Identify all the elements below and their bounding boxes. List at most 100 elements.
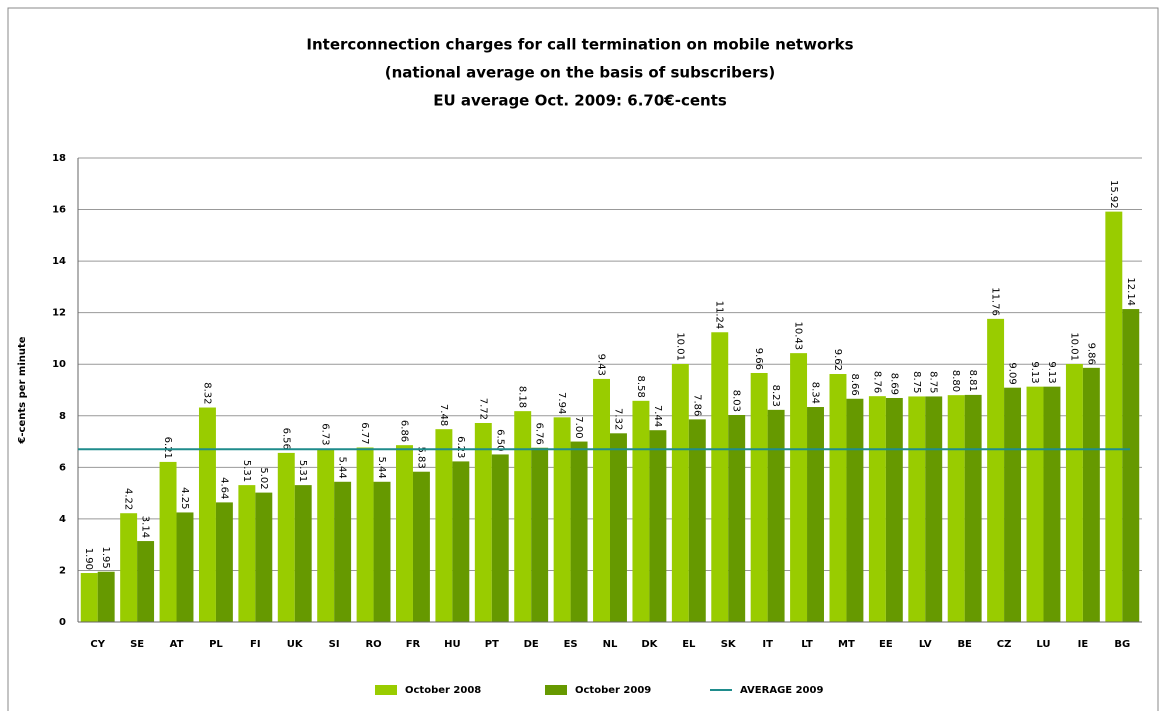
bar bbox=[885, 397, 903, 622]
data-label: 8.75 bbox=[911, 371, 922, 393]
bar bbox=[452, 461, 470, 622]
data-label: 9.43 bbox=[596, 354, 607, 376]
bar bbox=[1082, 367, 1100, 622]
data-label: 9.09 bbox=[1007, 362, 1018, 384]
x-tick-label: AT bbox=[170, 639, 184, 650]
data-label: 8.23 bbox=[770, 385, 781, 407]
bar bbox=[1004, 387, 1022, 622]
x-tick-label: FI bbox=[250, 639, 261, 650]
y-tick-label: 4 bbox=[59, 514, 66, 525]
x-tick-label: BG bbox=[1114, 639, 1130, 650]
y-tick-label: 10 bbox=[52, 359, 66, 370]
bar bbox=[671, 363, 689, 622]
bar bbox=[829, 374, 847, 622]
bar bbox=[610, 433, 627, 622]
data-label: 6.73 bbox=[320, 423, 331, 445]
x-tick-label: BE bbox=[957, 639, 972, 650]
data-label: 9.13 bbox=[1046, 361, 1057, 383]
x-tick-label: MT bbox=[838, 639, 855, 650]
x-tick-label: UK bbox=[287, 639, 304, 650]
bar bbox=[790, 353, 808, 622]
data-label: 1.95 bbox=[100, 546, 111, 568]
bar bbox=[1105, 211, 1123, 622]
x-tick-label: HU bbox=[444, 639, 461, 650]
x-tick-label: RO bbox=[365, 639, 381, 650]
bar bbox=[728, 415, 746, 622]
chart-title: Interconnection charges for call termina… bbox=[306, 36, 853, 54]
data-label: 8.81 bbox=[967, 370, 978, 392]
bar bbox=[531, 447, 549, 622]
bar bbox=[294, 485, 312, 622]
y-tick-label: 12 bbox=[52, 308, 66, 319]
x-tick-label: LU bbox=[1036, 639, 1050, 650]
x-tick-label: CY bbox=[90, 639, 105, 650]
bar bbox=[632, 400, 650, 622]
x-tick-label: NL bbox=[603, 639, 618, 650]
data-label: 6.21 bbox=[162, 437, 173, 459]
legend-label: October 2009 bbox=[575, 685, 651, 696]
bar bbox=[649, 430, 667, 622]
x-tick-label: SE bbox=[130, 639, 144, 650]
x-tick-label: CZ bbox=[997, 639, 1012, 650]
data-label: 7.44 bbox=[652, 405, 663, 427]
data-label: 9.66 bbox=[753, 348, 764, 370]
bar bbox=[964, 394, 982, 622]
x-tick-label: EE bbox=[879, 639, 893, 650]
data-label: 4.64 bbox=[218, 477, 229, 499]
bar bbox=[767, 409, 785, 622]
bar bbox=[80, 573, 98, 622]
data-label: 5.44 bbox=[376, 457, 387, 479]
data-label: 3.14 bbox=[140, 516, 151, 538]
bar bbox=[491, 454, 509, 622]
bar bbox=[1122, 309, 1140, 622]
bar bbox=[474, 422, 492, 622]
legend-label: October 2008 bbox=[405, 685, 481, 696]
bar bbox=[277, 452, 295, 622]
data-label: 10.01 bbox=[674, 332, 685, 361]
bar bbox=[868, 396, 886, 622]
chart-title: EU average Oct. 2009: 6.70€-cents bbox=[433, 92, 727, 110]
bar bbox=[159, 461, 177, 622]
x-tick-label: LV bbox=[919, 639, 932, 650]
data-label: 9.86 bbox=[1085, 343, 1096, 365]
bar bbox=[215, 502, 233, 622]
y-tick-label: 8 bbox=[59, 411, 66, 422]
data-label: 8.03 bbox=[731, 390, 742, 412]
bar bbox=[435, 429, 453, 622]
data-label: 8.75 bbox=[928, 371, 939, 393]
y-axis-label: €-cents per minute bbox=[17, 336, 28, 444]
data-label: 5.31 bbox=[241, 460, 252, 482]
data-label: 4.25 bbox=[179, 487, 190, 509]
y-tick-label: 0 bbox=[59, 617, 66, 628]
data-label: 4.22 bbox=[123, 488, 134, 510]
bar bbox=[1043, 386, 1061, 622]
data-label: 8.76 bbox=[871, 371, 882, 393]
x-tick-label: SI bbox=[329, 639, 340, 650]
data-label: 8.69 bbox=[888, 373, 899, 395]
bar bbox=[373, 481, 391, 622]
bar bbox=[987, 318, 1005, 622]
data-label: 5.83 bbox=[415, 446, 426, 468]
bar bbox=[846, 398, 864, 622]
bar bbox=[255, 492, 273, 622]
data-label: 6.23 bbox=[455, 436, 466, 458]
data-label: 6.77 bbox=[359, 422, 370, 444]
bar bbox=[553, 417, 571, 622]
bar bbox=[120, 513, 138, 622]
x-tick-label: EL bbox=[682, 639, 696, 650]
legend-label: AVERAGE 2009 bbox=[740, 685, 823, 696]
data-label: 5.31 bbox=[297, 460, 308, 482]
data-label: 7.48 bbox=[438, 404, 449, 426]
chart-title: (national average on the basis of subscr… bbox=[385, 64, 776, 82]
x-tick-label: IE bbox=[1078, 639, 1089, 650]
bar bbox=[137, 541, 155, 622]
y-tick-label: 6 bbox=[59, 462, 66, 473]
data-label: 10.01 bbox=[1068, 332, 1079, 361]
data-label: 6.50 bbox=[494, 429, 505, 451]
data-label: 7.32 bbox=[612, 408, 623, 430]
data-label: 8.66 bbox=[849, 373, 860, 395]
x-tick-label: DK bbox=[641, 639, 658, 650]
y-tick-label: 18 bbox=[52, 153, 66, 164]
bar bbox=[570, 441, 588, 622]
